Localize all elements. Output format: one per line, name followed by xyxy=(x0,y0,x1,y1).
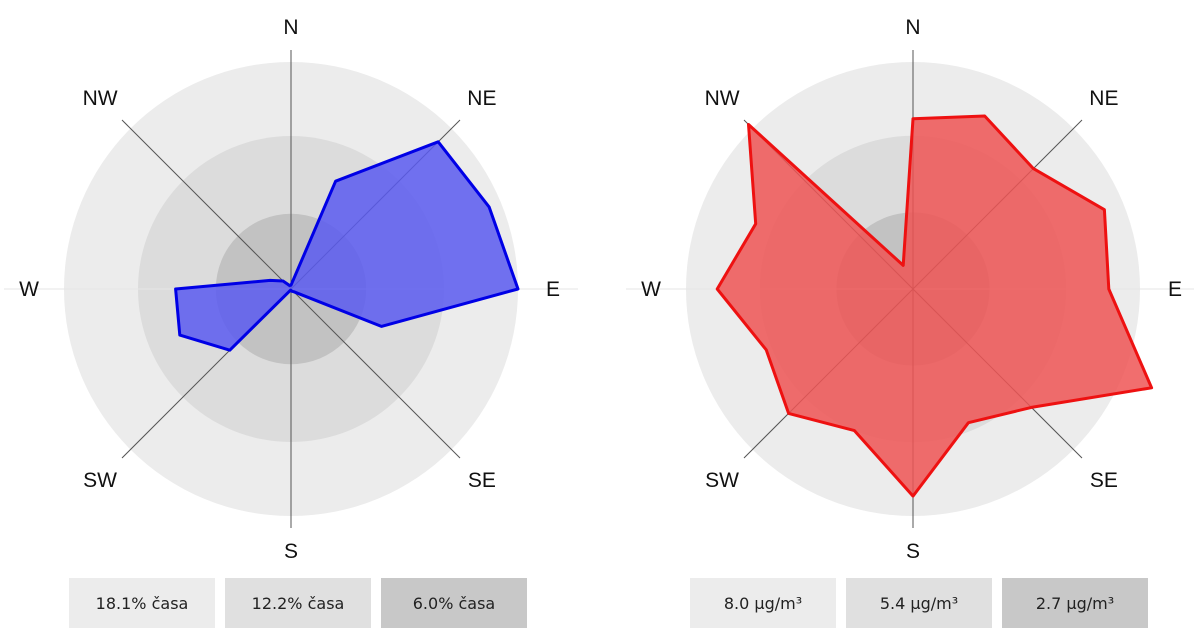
direction-label-nw: NW xyxy=(705,87,740,110)
direction-label-w: W xyxy=(19,278,39,301)
direction-label-w: W xyxy=(641,278,661,301)
direction-label-se: SE xyxy=(468,469,496,492)
data-polygon xyxy=(174,140,520,352)
legend-box-inner: 6.0% časa xyxy=(381,578,527,628)
data-polygon xyxy=(715,114,1154,498)
legend-box-outer: 8.0 µg/m³ xyxy=(690,578,836,628)
direction-label-s: S xyxy=(284,540,298,563)
legend-concentration: 8.0 µg/m³ 5.4 µg/m³ 2.7 µg/m³ xyxy=(690,578,1148,628)
direction-label-nw: NW xyxy=(83,87,118,110)
direction-label-s: S xyxy=(906,540,920,563)
legend-box-outer: 18.1% časa xyxy=(69,578,215,628)
legend-frequency: 18.1% časa 12.2% časa 6.0% časa xyxy=(69,578,527,628)
direction-label-ne: NE xyxy=(467,87,496,110)
legend-box-middle: 5.4 µg/m³ xyxy=(846,578,992,628)
legend-box-inner: 2.7 µg/m³ xyxy=(1002,578,1148,628)
wind-rose-charts: N NE E SE S SW W NW N NE E SE S SW W NW xyxy=(4,16,1194,563)
direction-label-sw: SW xyxy=(83,469,117,492)
direction-label-ne: NE xyxy=(1089,87,1118,110)
direction-label-e: E xyxy=(1168,278,1182,301)
direction-label-n: N xyxy=(905,16,920,39)
legend-box-middle: 12.2% časa xyxy=(225,578,371,628)
direction-label-se: SE xyxy=(1090,469,1118,492)
direction-label-n: N xyxy=(283,16,298,39)
direction-label-sw: SW xyxy=(705,469,739,492)
direction-label-e: E xyxy=(546,278,560,301)
